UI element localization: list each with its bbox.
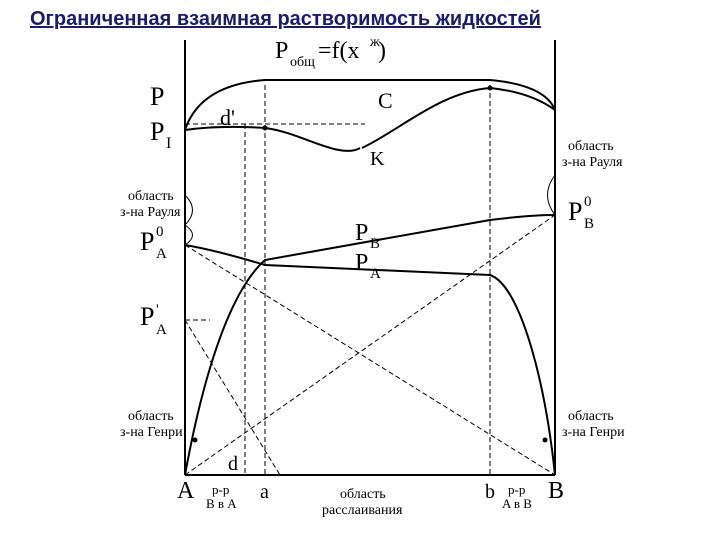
- svg-text:область: область: [568, 139, 614, 154]
- svg-text:A: A: [156, 322, 167, 338]
- label-PI: P I: [150, 117, 171, 152]
- svg-text:B: B: [584, 216, 594, 232]
- svg-text:A в B: A в B: [502, 496, 532, 511]
- henry-left-line: [185, 320, 280, 475]
- label-PAprime: P ' A: [140, 302, 167, 338]
- label-C: C: [378, 88, 393, 113]
- svg-text:з-на Рауля: з-на Рауля: [562, 155, 623, 170]
- svg-text:): ): [378, 38, 386, 64]
- svg-text:0: 0: [584, 194, 592, 210]
- raoult-line-B: [185, 215, 555, 475]
- curve-ptotal: [185, 80, 555, 130]
- svg-text:P: P: [140, 302, 154, 331]
- diagram: P общ =f(x ж ) P P I область з-на Рауля …: [0, 0, 720, 540]
- svg-text:=f(x: =f(x: [318, 38, 360, 64]
- page-title: Ограниченная взаимная растворимость жидк…: [30, 8, 541, 31]
- svg-text:B: B: [370, 236, 380, 252]
- label-b: b: [485, 481, 495, 503]
- svg-text:I: I: [166, 135, 171, 152]
- henry-right: область з-на Генри: [562, 409, 625, 440]
- dot-henry-left: [193, 438, 198, 443]
- label-P: P: [150, 82, 164, 111]
- label-P0B: P 0 B: [568, 194, 594, 232]
- svg-text:область: область: [128, 189, 174, 204]
- svg-text:з-на Генри: з-на Генри: [562, 425, 625, 440]
- label-d: d: [228, 453, 238, 475]
- svg-text:P: P: [140, 227, 154, 256]
- branch-left: [185, 127, 360, 151]
- svg-text:область: область: [340, 487, 386, 502]
- svg-text:A: A: [156, 246, 167, 262]
- raoult-right: область з-на Рауля: [562, 139, 623, 170]
- label-K: K: [370, 148, 385, 170]
- svg-text:B в A: B в A: [206, 496, 237, 511]
- dot-henry-right: [543, 438, 548, 443]
- svg-text:область: область: [128, 409, 174, 424]
- dot-b-top: [488, 86, 493, 91]
- svg-text:р-р: р-р: [212, 482, 229, 497]
- rr-AvB: р-р A в B: [502, 482, 532, 511]
- svg-text:P: P: [355, 250, 368, 276]
- svg-text:P: P: [275, 38, 288, 64]
- svg-text:р-р: р-р: [508, 482, 525, 497]
- label-B: B: [548, 478, 564, 504]
- svg-text:общ: общ: [290, 55, 315, 70]
- svg-text:з-на Генри: з-на Генри: [120, 425, 183, 440]
- dot-dprime: [263, 126, 268, 131]
- svg-text:P: P: [568, 197, 582, 226]
- svg-text:P: P: [150, 117, 164, 146]
- label-A: A: [177, 478, 195, 504]
- rassl: область расслаивания: [322, 487, 403, 518]
- svg-text:A: A: [370, 266, 381, 282]
- svg-text:0: 0: [156, 224, 164, 240]
- label-PB-mid: P B: [355, 220, 380, 252]
- svg-text:область: область: [568, 409, 614, 424]
- raoult-left: область з-на Рауля: [120, 189, 181, 220]
- label-PA-mid: P A: [355, 250, 381, 282]
- henry-left: область з-на Генри: [120, 409, 183, 440]
- svg-text:з-на Рауля: з-на Рауля: [120, 205, 181, 220]
- svg-text:': ': [156, 302, 159, 318]
- formula-top: P общ =f(x ж ): [275, 35, 386, 70]
- label-a: a: [260, 481, 269, 503]
- brace-raoult-left: [185, 195, 193, 245]
- brace-raoult-right: [548, 175, 556, 215]
- label-P0A: P 0 A: [140, 224, 167, 262]
- svg-text:расслаивания: расслаивания: [322, 503, 403, 518]
- rr-BvA: р-р B в A: [206, 482, 237, 511]
